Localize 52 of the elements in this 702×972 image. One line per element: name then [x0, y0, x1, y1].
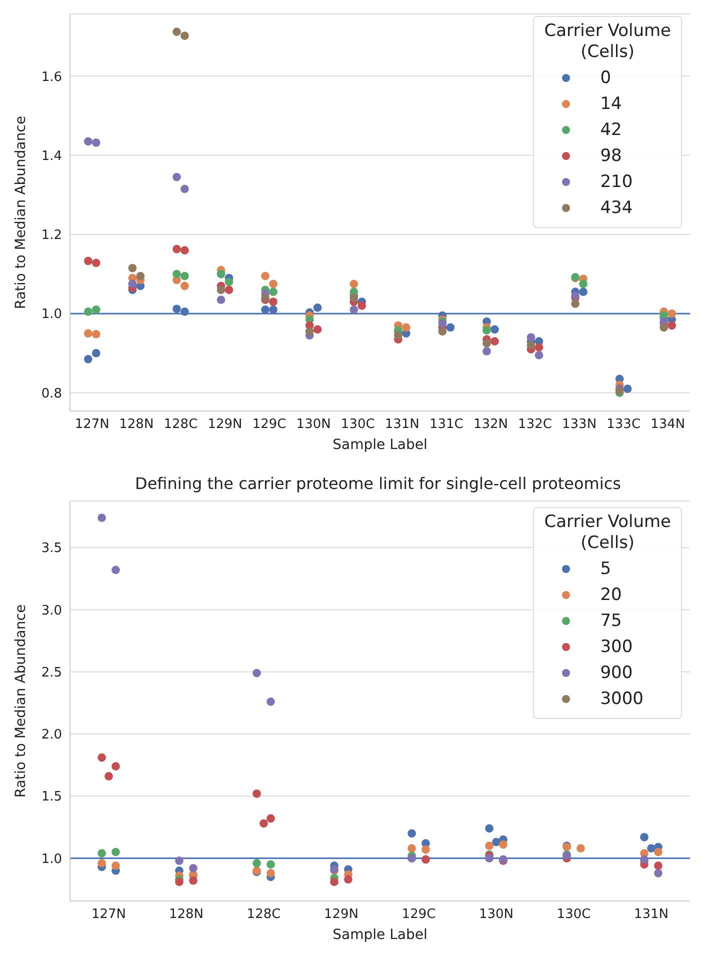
x-axis-title: Sample Label	[332, 927, 428, 943]
chart-title: Defining the carrier proteome limit for single-cell proteomics	[135, 474, 621, 493]
y-tick-label: 1.0	[41, 307, 62, 322]
legend-label: 5	[600, 558, 612, 581]
x-tick-label: 130C	[556, 907, 591, 922]
legend-label: 900	[600, 662, 633, 685]
legend-label: 434	[600, 197, 633, 220]
x-tick-label: 132N	[473, 417, 508, 432]
legend-label: 0	[600, 67, 612, 90]
x-tick-label: 131C	[429, 417, 464, 432]
legend-label: 75	[600, 610, 622, 633]
y-tick-label: 2.5	[41, 665, 62, 680]
y-tick-label: 3.0	[41, 603, 62, 618]
legend-title: Carrier Volume (Cells)	[544, 21, 671, 63]
legend-label: 14	[600, 93, 622, 116]
legend-title: Carrier Volume (Cells)	[544, 512, 671, 554]
y-tick-label: 1.4	[41, 148, 62, 164]
x-tick-label: 129C	[252, 417, 286, 432]
x-tick-label: 128N	[119, 417, 154, 432]
x-tick-label: 130N	[478, 907, 514, 922]
x-tick-label: 128C	[246, 907, 281, 922]
legend-label: 98	[600, 145, 622, 168]
x-tick-label: 129N	[208, 417, 242, 432]
x-tick-label: 128C	[164, 417, 198, 432]
y-tick-label: 1.6	[41, 70, 62, 85]
legend-label: 42	[600, 119, 622, 142]
x-tick-label: 133C	[606, 417, 641, 432]
legend-label: 3000	[600, 688, 644, 711]
y-tick-label: 3.5	[41, 541, 62, 556]
legend-label: 20	[600, 584, 622, 607]
x-tick-label: 127N	[91, 907, 126, 922]
x-tick-label: 130C	[340, 417, 375, 432]
y-tick-label: 1.2	[41, 228, 62, 244]
legend-label: 210	[600, 171, 633, 194]
x-tick-label: 127N	[74, 417, 110, 432]
x-tick-label: 129N	[324, 907, 359, 922]
y-tick-label: 1.0	[41, 852, 62, 867]
x-tick-label: 129C	[402, 907, 436, 922]
y-axis-title: Ratio to Median Abundance	[12, 116, 29, 310]
y-tick-label: 2.0	[41, 728, 62, 743]
x-tick-label: 128N	[168, 907, 204, 922]
legend-label: 300	[600, 636, 633, 659]
x-tick-label: 131N	[634, 907, 669, 922]
x-tick-label: 132C	[518, 417, 552, 432]
x-tick-label: 130N	[296, 417, 331, 432]
x-tick-label: 134N	[650, 417, 686, 432]
y-tick-label: 1.5	[41, 790, 62, 805]
y-axis-title: Ratio to Median Abundance	[12, 604, 29, 798]
x-tick-label: 133N	[562, 417, 597, 432]
y-tick-label: 0.8	[41, 386, 62, 402]
x-axis-title: Sample Label	[332, 437, 428, 453]
x-tick-label: 131N	[384, 417, 420, 432]
